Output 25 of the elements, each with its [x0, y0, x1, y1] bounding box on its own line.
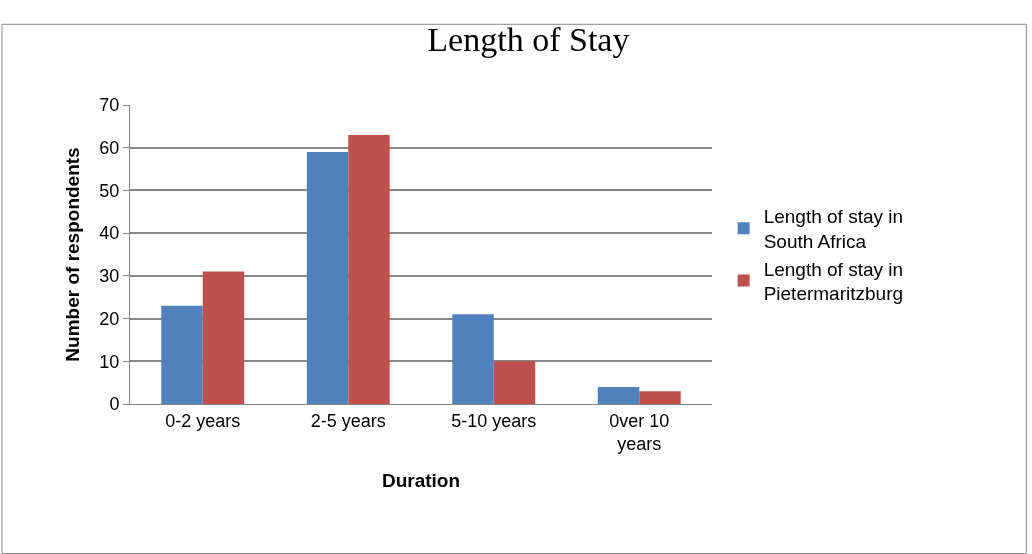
- x-tick-label: 0ver 10 years: [609, 410, 670, 454]
- bar: [161, 305, 203, 404]
- bar: [452, 314, 494, 404]
- y-tick-label: 50: [99, 180, 120, 201]
- x-axis-title: Duration: [381, 469, 461, 491]
- legend-label: Length of stay in Pietermaritzburg: [763, 258, 904, 305]
- y-tick-label: 70: [99, 95, 120, 116]
- bar: [202, 271, 245, 404]
- x-tick-label: 0-2 years: [165, 410, 241, 431]
- bar: [639, 391, 681, 404]
- y-tick-label: 10: [99, 351, 120, 372]
- y-tick-label: 30: [99, 266, 120, 287]
- y-tick-label: 60: [99, 138, 120, 159]
- bar: [597, 386, 640, 404]
- chart-title: Length of Stay: [427, 20, 630, 58]
- x-tick-label: 5-10 years: [451, 410, 537, 431]
- y-tick-label: 20: [99, 308, 120, 329]
- y-axis-title: Number of respondents: [62, 147, 84, 362]
- legend-label: Length of stay in South Africa: [763, 206, 904, 252]
- y-tick-label: 40: [99, 223, 120, 244]
- bar: [306, 151, 349, 404]
- y-tick-label: 0: [109, 394, 120, 415]
- x-tick-label: 2-5 years: [310, 410, 386, 431]
- bar: [493, 361, 536, 404]
- bar: [348, 134, 390, 404]
